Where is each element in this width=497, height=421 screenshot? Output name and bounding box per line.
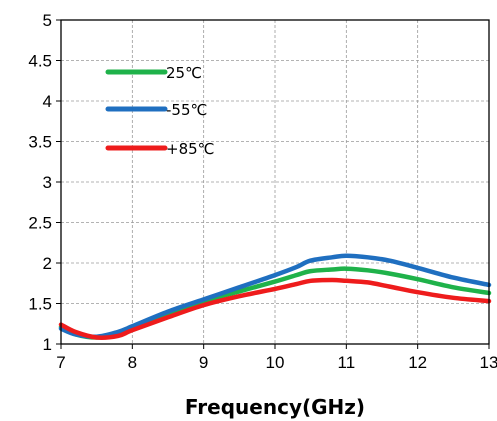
x-tick-label: 8	[128, 353, 137, 372]
legend: 25℃ -55℃ +85℃	[105, 64, 215, 158]
y-tick-labels: 1 1.5 2 2.5 3 3.5 4 4.5 5	[28, 11, 61, 354]
y-tick-label: 1	[43, 335, 52, 354]
x-tick-label: 13	[480, 353, 497, 372]
legend-label-0: 25℃	[166, 64, 202, 82]
x-tick-label: 12	[408, 353, 427, 372]
x-tick-label: 10	[266, 353, 285, 372]
x-axis-label: Frequency(GHz)	[185, 395, 365, 419]
grid-lines	[61, 20, 489, 344]
x-tick-label: 11	[338, 353, 356, 372]
x-tick-label: 7	[56, 353, 65, 372]
y-tick-label: 4.5	[28, 52, 52, 71]
series-lines	[58, 253, 492, 340]
y-tick-label: 2.5	[28, 214, 52, 233]
legend-label-2: +85℃	[166, 140, 215, 158]
legend-label-1: -55℃	[166, 101, 207, 119]
series-line-2	[58, 277, 492, 340]
x-tick-labels: 7 8 9 10 11 12 13	[56, 344, 497, 372]
y-tick-label: 4	[43, 92, 52, 111]
y-tick-label: 2	[43, 254, 52, 273]
y-tick-label: 5	[43, 11, 52, 30]
x-tick-label: 9	[199, 353, 208, 372]
y-tick-label: 3.5	[28, 133, 52, 152]
series-line-1	[58, 253, 492, 340]
y-tick-label: 3	[43, 173, 52, 192]
y-tick-label: 1.5	[28, 295, 52, 314]
